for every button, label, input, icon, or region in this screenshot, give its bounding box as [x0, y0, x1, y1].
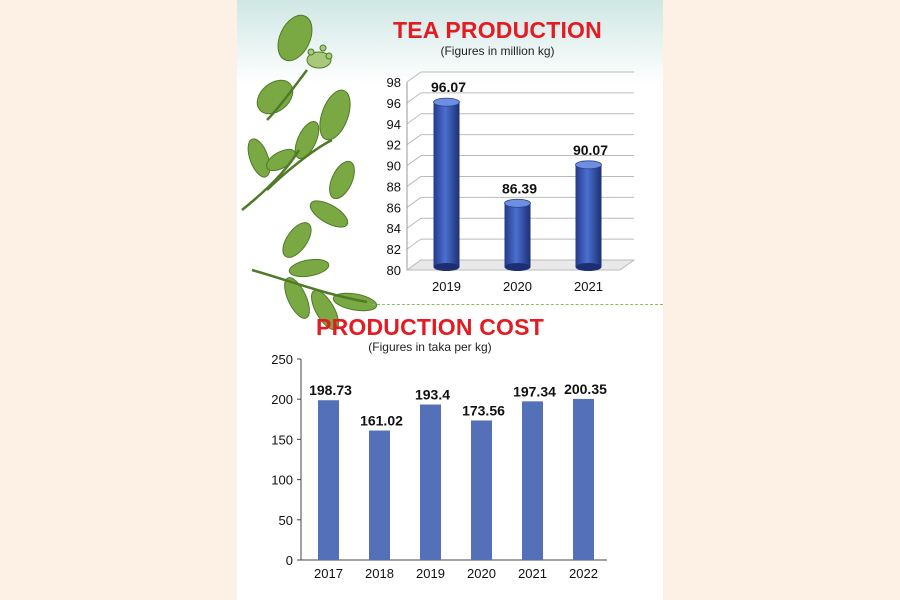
bar-base: [504, 263, 531, 271]
data-label: 161.02: [360, 413, 403, 429]
gridline: [406, 176, 422, 187]
bar: [573, 398, 594, 560]
bar: [504, 203, 531, 267]
bar-top: [433, 97, 460, 107]
y-tick-label: 0: [286, 553, 293, 568]
gridline: [406, 113, 422, 125]
y-tick-label: 92: [387, 138, 401, 153]
x-tick-label: 2020: [503, 279, 532, 294]
section-divider: [372, 304, 663, 305]
x-tick-label: 2019: [432, 279, 461, 294]
y-tick-label: 84: [387, 221, 401, 236]
y-tick-label: 82: [387, 242, 401, 257]
bar: [575, 164, 602, 267]
data-label: 86.39: [502, 180, 537, 196]
bar: [522, 401, 543, 560]
data-label: 173.56: [462, 402, 505, 418]
data-label: 198.73: [309, 382, 352, 398]
y-tick-label: 98: [387, 75, 401, 90]
gridline: [406, 92, 422, 104]
chart-subtitle-production-cost: (Figures in taka per kg): [368, 340, 492, 354]
x-tick-label: 2021: [518, 566, 547, 581]
gridline: [406, 134, 422, 146]
data-label: 90.07: [573, 142, 608, 158]
x-tick-label: 2020: [467, 566, 496, 581]
y-tick-label: 50: [279, 513, 293, 528]
y-tick-label: 100: [271, 473, 293, 488]
y-tick-label: 200: [271, 392, 293, 407]
bar-top: [504, 198, 531, 208]
production-cost-chart: 0 50 100 150 200 250 198.73 2017 161.02 2018 193.4…: [271, 352, 607, 581]
gridline: [406, 196, 422, 208]
chart-title-tea-production: TEA PRODUCTION: [393, 17, 602, 43]
bar: [433, 102, 460, 267]
y-tick-label: 80: [387, 263, 401, 278]
y-tick-label: 150: [271, 432, 293, 447]
bar-top: [575, 160, 602, 170]
x-tick-label: 2021: [574, 279, 603, 294]
tea-leaves-illustration: [241, 14, 378, 331]
y-tick-label: 86: [387, 200, 401, 215]
y-tick-label: 90: [387, 159, 401, 174]
x-tick-label: 2018: [365, 566, 394, 581]
data-label: 197.34: [513, 383, 556, 399]
bar-base: [433, 263, 460, 271]
y-tick-label: 96: [387, 96, 401, 111]
chart-title-production-cost: PRODUCTION COST: [316, 314, 544, 340]
bar: [318, 400, 339, 560]
x-tick-label: 2019: [416, 566, 445, 581]
bar: [471, 420, 492, 560]
data-label: 96.07: [431, 79, 466, 95]
data-label: 193.4: [415, 387, 450, 403]
x-tick-label: 2017: [314, 566, 343, 581]
bar: [420, 404, 441, 560]
bar: [369, 430, 390, 560]
bar-base: [575, 263, 602, 271]
chart-subtitle-tea-production: (Figures in million kg): [440, 44, 555, 58]
y-tick-label: 94: [387, 117, 401, 132]
y-tick-label: 250: [271, 352, 293, 367]
gridline: [406, 217, 422, 229]
infographic-panel: TEA PRODUCTION (Figures in million kg) 8…: [237, 0, 663, 600]
tea-production-chart: 80 82 84 86 88 90 92 94 96 98 96.07 2019 86.39 2020 90…: [387, 71, 636, 294]
y-tick-label: 88: [387, 179, 401, 194]
x-tick-label: 2022: [569, 566, 598, 581]
gridline: [406, 155, 422, 166]
gridline: [406, 71, 422, 83]
data-label: 200.35: [564, 381, 607, 397]
gridline: [406, 238, 422, 250]
